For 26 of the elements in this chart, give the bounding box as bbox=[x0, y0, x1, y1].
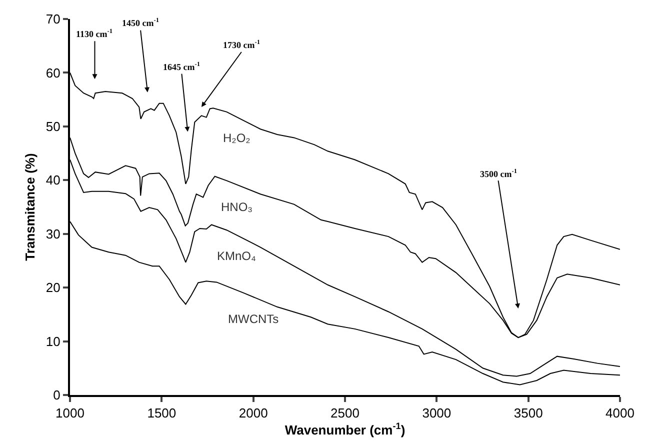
annotation: 1730 cm$^{-1}$ bbox=[223, 39, 260, 50]
x-tick-label: 3500 bbox=[514, 406, 543, 421]
annotation: 1645 cm$^{-1}$ bbox=[163, 61, 200, 72]
series-label: HNO₃ bbox=[221, 200, 253, 214]
y-tick-label: 60 bbox=[46, 65, 60, 80]
series-label: MWCNTs bbox=[228, 312, 279, 326]
annotation: 3500 cm$^{-1}$ bbox=[480, 168, 517, 179]
y-axis-title: Transmitance (%) bbox=[22, 153, 38, 261]
x-axis-title: Wavenumber (cm$^{-1}$) bbox=[284, 421, 406, 438]
x-tick-label: 4000 bbox=[606, 406, 634, 421]
series-label: KMnO₄ bbox=[217, 249, 256, 263]
x-tick-label: 2000 bbox=[238, 406, 268, 421]
x-tick-label: 2500 bbox=[330, 406, 360, 421]
y-tick-label: 40 bbox=[46, 172, 60, 188]
x-tick-label: 3000 bbox=[422, 406, 452, 421]
x-tick-label: 1500 bbox=[147, 406, 176, 421]
y-tick-label: 0 bbox=[53, 388, 60, 403]
y-tick-label: 70 bbox=[46, 12, 60, 27]
y-tick-label: 20 bbox=[46, 280, 60, 296]
series-label: H₂O₂ bbox=[223, 131, 251, 145]
y-tick-label: 30 bbox=[46, 226, 60, 242]
x-tick-label: 1000 bbox=[56, 406, 84, 421]
y-tick-label: 50 bbox=[46, 118, 60, 134]
annotation: 1130 cm$^{-1}$ bbox=[76, 28, 112, 39]
y-tick-label: 10 bbox=[46, 334, 60, 349]
annotation: 1450 cm$^{-1}$ bbox=[122, 17, 159, 28]
